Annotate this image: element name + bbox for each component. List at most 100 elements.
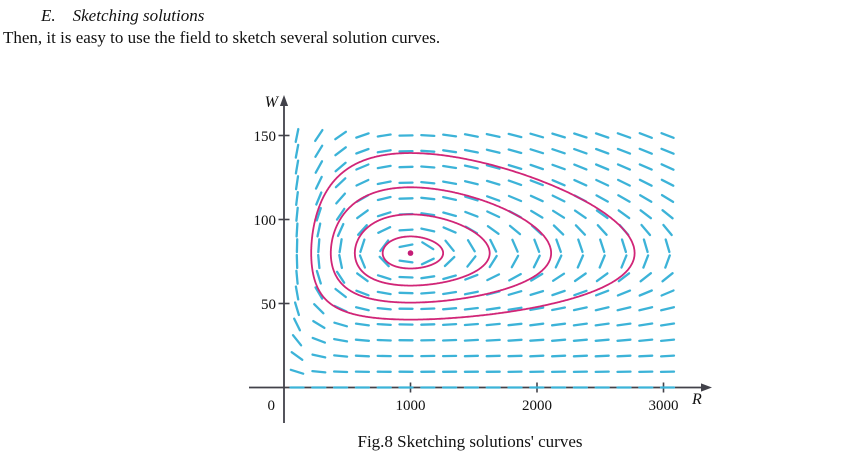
field-dash [442, 226, 457, 234]
y-tick-label: 50 [261, 297, 276, 313]
field-dash [573, 147, 588, 155]
field-dash [485, 132, 501, 139]
field-dash [616, 147, 632, 155]
field-dash [659, 338, 676, 343]
field-dash [376, 211, 392, 218]
field-dash [529, 194, 544, 203]
field-dash [638, 306, 654, 312]
field-dash [463, 164, 479, 170]
field-dash [442, 211, 458, 218]
field-dash [294, 285, 300, 301]
field-dash [576, 254, 585, 269]
field-dash [442, 164, 458, 170]
field-dash [638, 132, 653, 139]
field-dash [354, 306, 370, 312]
field-dash [311, 369, 327, 374]
field-dash [550, 338, 567, 342]
field-dash [617, 272, 631, 283]
field-dash [295, 190, 299, 207]
field-dash [485, 195, 501, 202]
field-dash [294, 175, 300, 191]
field-dash [398, 275, 414, 279]
field-dash [660, 147, 675, 155]
field-dash [398, 259, 414, 264]
field-dash [594, 306, 610, 312]
field-dash [529, 289, 545, 297]
field-dash [489, 238, 498, 253]
field-dash [359, 238, 366, 254]
field-dash [466, 255, 477, 268]
field-dash [444, 239, 455, 252]
field-dash [464, 273, 479, 281]
field-dash [289, 368, 305, 375]
field-dash [594, 147, 610, 155]
field-dash [314, 144, 324, 158]
field-dash [508, 224, 522, 236]
field-dash [595, 272, 609, 283]
field-dash [599, 238, 606, 254]
field-dash [334, 130, 348, 141]
field-dash [317, 253, 321, 270]
x-axis-arrowhead-icon [701, 383, 712, 392]
field-dash [594, 289, 610, 297]
x-axis-title: R [691, 391, 702, 408]
field-dash [529, 163, 545, 171]
field-dash [376, 180, 392, 186]
field-dash [379, 239, 390, 253]
field-dash [660, 289, 675, 297]
field-dash [420, 180, 436, 185]
field-dash [313, 303, 325, 315]
field-dash [572, 338, 588, 342]
field-dash [638, 338, 654, 343]
field-dash [334, 161, 347, 173]
field-dash [616, 178, 631, 187]
field-dash [664, 238, 671, 254]
field-dash [376, 133, 392, 138]
field-dash [660, 178, 675, 187]
field-dash [485, 338, 501, 342]
field-dash [594, 354, 610, 358]
field-dash [420, 227, 436, 233]
field-dash [291, 334, 303, 347]
field-dash [529, 306, 545, 312]
field-dash [573, 209, 587, 220]
field-dash [572, 306, 588, 312]
body-text: Then, it is easy to use the field to ske… [3, 28, 441, 47]
field-dash [507, 306, 523, 311]
solution-curves [310, 152, 636, 321]
solution-curve [381, 235, 444, 270]
field-dash [398, 243, 414, 249]
x-tick-label: 3000 [649, 398, 679, 414]
field-dash [355, 132, 370, 139]
field-dash [464, 210, 479, 218]
field-dash [660, 306, 676, 312]
field-dash [376, 338, 392, 342]
field-dash [421, 241, 435, 251]
axis-labels: 1000 2000 3000 50 100 150 0 W R [254, 94, 703, 414]
field-dash [529, 148, 545, 155]
field-dash [662, 223, 673, 237]
field-dash [661, 209, 674, 220]
field-dash [441, 307, 458, 311]
origin-label: 0 [268, 398, 276, 414]
field-dash [335, 270, 346, 284]
field-dash [486, 210, 501, 219]
field-dash [507, 322, 523, 327]
field-dash [315, 191, 323, 206]
field-dash [334, 177, 347, 189]
field-dash [551, 289, 566, 297]
field-dash [660, 132, 675, 139]
field-dash [463, 290, 479, 296]
section-heading: E. Sketching solutions [41, 6, 204, 26]
field-dash [530, 209, 544, 219]
field-dash [333, 321, 349, 328]
field-dash [441, 338, 458, 342]
field-dash [486, 225, 500, 235]
field-dash [355, 163, 370, 171]
field-dash [442, 274, 457, 281]
field-dash [376, 274, 392, 281]
field-dash [661, 272, 674, 283]
field-dash [420, 257, 435, 266]
field-dash [642, 254, 650, 269]
field-dash [555, 238, 562, 254]
